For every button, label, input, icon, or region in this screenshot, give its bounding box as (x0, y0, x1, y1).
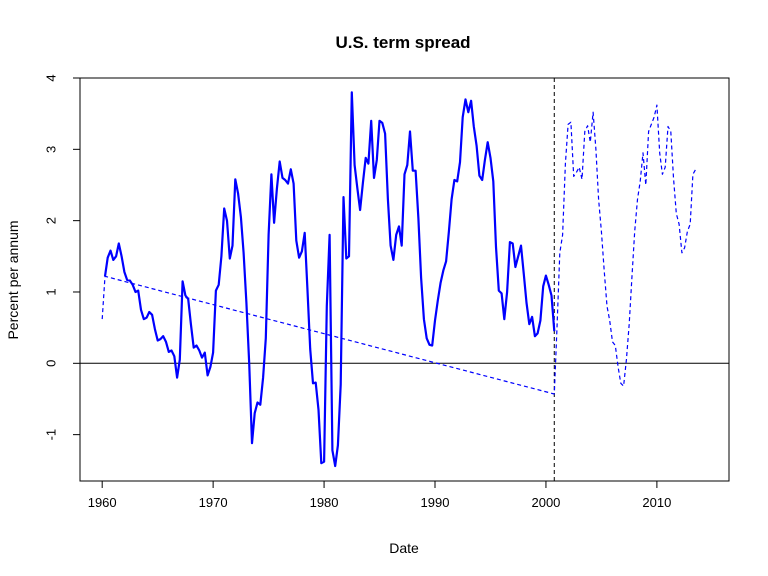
series-line-observed (103, 91, 556, 468)
x-tick-label: 1980 (310, 495, 339, 510)
chart-title: U.S. term spread (335, 33, 470, 52)
plot-frame (79, 77, 730, 482)
x-axis: 1960 1970 1980 1990 2000 2010 (88, 480, 671, 510)
y-axis: -1 0 1 2 3 4 (43, 74, 81, 441)
y-axis-label: Percent per annum (5, 220, 21, 339)
x-tick-label: 1960 (88, 495, 117, 510)
reference-lines (80, 78, 729, 481)
y-tick-label: 0 (43, 360, 58, 367)
series-layer (101, 91, 697, 468)
x-axis-label: Date (389, 540, 419, 556)
x-tick-label: 1990 (421, 495, 450, 510)
x-tick-label: 1970 (199, 495, 228, 510)
y-tick-label: -1 (43, 429, 58, 441)
y-tick-label: 4 (43, 74, 58, 81)
y-tick-label: 2 (43, 217, 58, 224)
y-tick-label: 1 (43, 288, 58, 295)
series-line-forecast (101, 104, 697, 395)
x-tick-label: 2010 (642, 495, 671, 510)
x-tick-label: 2000 (531, 495, 560, 510)
y-tick-label: 3 (43, 146, 58, 153)
